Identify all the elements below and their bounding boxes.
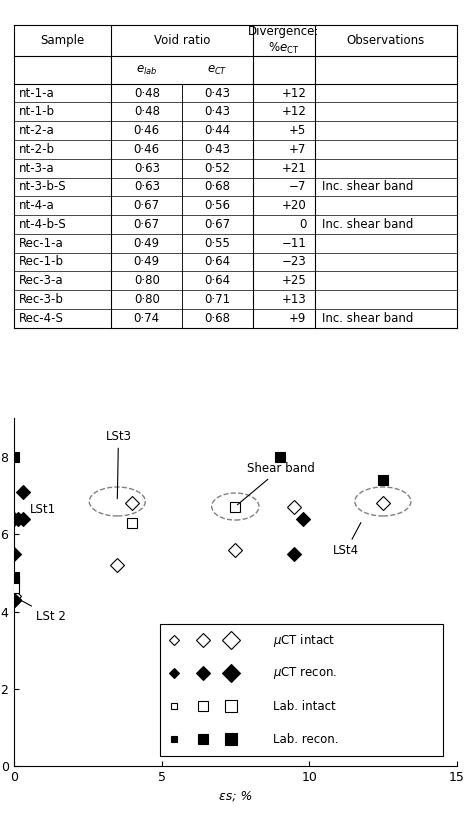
Text: Inc. shear band: Inc. shear band — [322, 218, 413, 231]
Text: 0: 0 — [299, 218, 306, 231]
Text: Sample: Sample — [41, 34, 85, 47]
Text: $e_\mathregular{CT}$: $e_\mathregular{CT}$ — [207, 63, 228, 77]
Text: 0·63: 0·63 — [134, 180, 160, 194]
Text: 0·63: 0·63 — [134, 162, 160, 175]
Text: 0·52: 0·52 — [205, 162, 231, 175]
Text: 0·48: 0·48 — [134, 105, 160, 119]
Text: −11: −11 — [281, 236, 306, 250]
Text: +13: +13 — [281, 293, 306, 306]
Text: +21: +21 — [281, 162, 306, 175]
Text: Observations: Observations — [347, 34, 425, 47]
Text: nt-1-b: nt-1-b — [19, 105, 55, 119]
Text: 0·67: 0·67 — [205, 218, 231, 231]
Text: +9: +9 — [289, 311, 306, 325]
Text: Rec-3-a: Rec-3-a — [19, 274, 64, 288]
Text: Rec-1-b: Rec-1-b — [19, 255, 64, 269]
Text: 0·49: 0·49 — [134, 236, 160, 250]
Text: 0·74: 0·74 — [134, 311, 160, 325]
Text: 0·80: 0·80 — [134, 293, 160, 306]
Text: nt-2-b: nt-2-b — [19, 143, 55, 156]
Text: Rec-4-S: Rec-4-S — [19, 311, 64, 325]
Text: LSt1: LSt1 — [18, 503, 56, 517]
Text: 0·46: 0·46 — [134, 124, 160, 137]
Text: LSt3: LSt3 — [105, 429, 131, 499]
Text: $e_\mathregular{lab}$: $e_\mathregular{lab}$ — [136, 63, 158, 77]
Text: 0·67: 0·67 — [134, 199, 160, 212]
Text: nt-2-a: nt-2-a — [19, 124, 55, 137]
Text: 0·55: 0·55 — [205, 236, 231, 250]
Text: Inc. shear band: Inc. shear band — [322, 180, 413, 194]
Text: 0·68: 0·68 — [205, 180, 231, 194]
Text: 0·67: 0·67 — [134, 218, 160, 231]
Text: Shear band: Shear band — [238, 461, 315, 505]
Text: 0·80: 0·80 — [134, 274, 160, 288]
Text: +12: +12 — [281, 105, 306, 119]
Text: nt-3-b-S: nt-3-b-S — [19, 180, 67, 194]
Text: Inc. shear band: Inc. shear band — [322, 311, 413, 325]
Text: +25: +25 — [281, 274, 306, 288]
Text: Rec-3-b: Rec-3-b — [19, 293, 64, 306]
Text: nt-1-a: nt-1-a — [19, 87, 55, 100]
Text: LSt4: LSt4 — [333, 522, 361, 558]
Text: −7: −7 — [289, 180, 306, 194]
Text: 0·43: 0·43 — [205, 87, 231, 100]
Text: 0·68: 0·68 — [205, 311, 231, 325]
Text: 0·46: 0·46 — [134, 143, 160, 156]
Text: −23: −23 — [281, 255, 306, 269]
Text: 0·49: 0·49 — [134, 255, 160, 269]
Text: +5: +5 — [289, 124, 306, 137]
Text: 0·64: 0·64 — [205, 274, 231, 288]
Text: 0·64: 0·64 — [205, 255, 231, 269]
Text: LSt 2: LSt 2 — [20, 600, 66, 623]
Text: nt-4-a: nt-4-a — [19, 199, 55, 212]
Text: nt-4-b-S: nt-4-b-S — [19, 218, 67, 231]
Text: +12: +12 — [281, 87, 306, 100]
X-axis label: εs; %: εs; % — [219, 789, 252, 803]
Text: 0·43: 0·43 — [205, 143, 231, 156]
Text: 0·43: 0·43 — [205, 105, 231, 119]
Text: Divergence:
%$e_\mathregular{CT}$: Divergence: %$e_\mathregular{CT}$ — [248, 26, 320, 56]
Text: nt-3-a: nt-3-a — [19, 162, 55, 175]
Text: 0·48: 0·48 — [134, 87, 160, 100]
Text: 0·71: 0·71 — [205, 293, 231, 306]
Text: +7: +7 — [289, 143, 306, 156]
Text: +20: +20 — [281, 199, 306, 212]
Text: 0·44: 0·44 — [205, 124, 231, 137]
Text: 0·56: 0·56 — [205, 199, 231, 212]
Text: Rec-1-a: Rec-1-a — [19, 236, 64, 250]
Text: Void ratio: Void ratio — [154, 34, 210, 47]
